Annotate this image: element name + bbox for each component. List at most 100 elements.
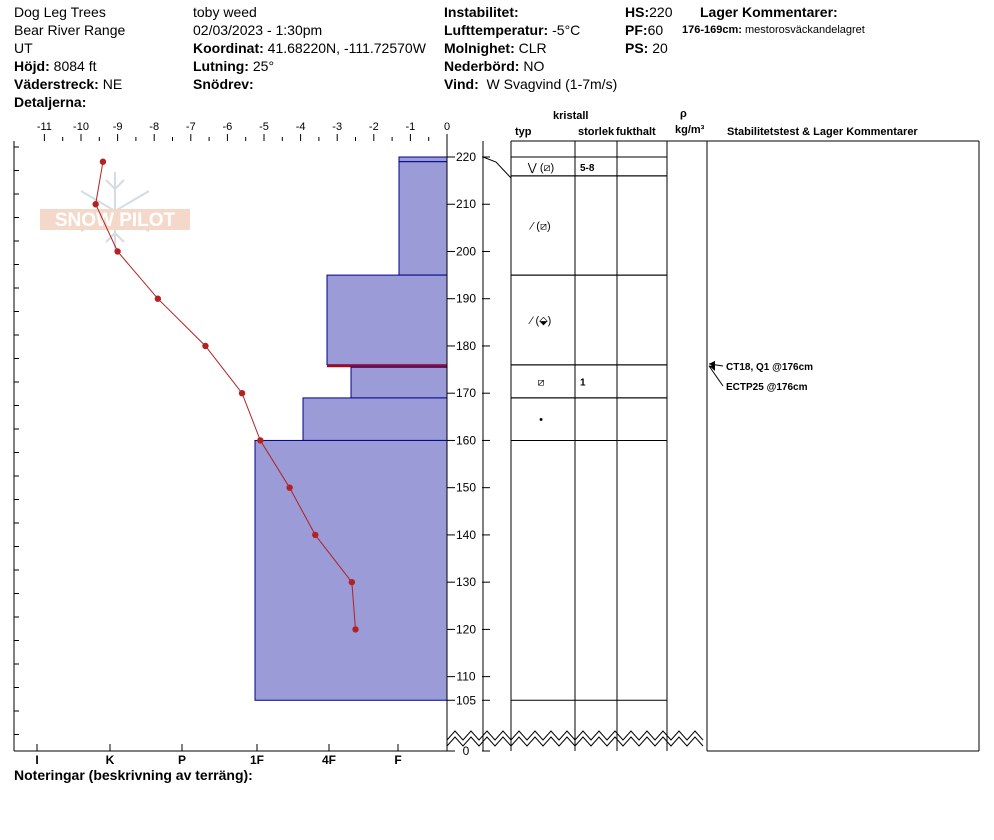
wind: Vind: W Svagvind (1-7m/s) bbox=[444, 76, 617, 92]
col-crystal: kristall bbox=[553, 110, 589, 122]
logo-text: SNOW PILOT bbox=[55, 210, 176, 231]
grain-size: 1 bbox=[580, 377, 586, 388]
col-type: typ bbox=[515, 126, 532, 138]
coordinate-label: Koordinat: bbox=[193, 40, 264, 56]
depth-label: 130 bbox=[456, 575, 476, 589]
temperature-point bbox=[238, 390, 246, 397]
depth-label: 150 bbox=[456, 481, 476, 495]
depth-label: 0 bbox=[463, 744, 470, 758]
temperature-point bbox=[348, 578, 356, 586]
depth-label: 160 bbox=[456, 433, 476, 447]
temperature-point bbox=[99, 158, 107, 165]
top-tick-label: -7 bbox=[186, 121, 196, 133]
grain-size: 5-8 bbox=[580, 163, 595, 174]
air-temperature: Lufttemperatur: -5°C bbox=[444, 22, 580, 38]
hs-value: 220 bbox=[649, 4, 673, 20]
ps: PS: 20 bbox=[625, 40, 668, 56]
surface-connector bbox=[482, 156, 512, 179]
instability: Instabilitet: bbox=[444, 4, 519, 20]
stability-tests: CT18, Q1 @176cm ECTP25 @176cm bbox=[708, 360, 813, 393]
slope: Lutning: 25° bbox=[193, 58, 274, 74]
aspect: Väderstreck: NE bbox=[14, 76, 122, 92]
hardness-bar bbox=[398, 161, 448, 276]
hs-label: HS: bbox=[625, 4, 650, 20]
layer-comment-text: mestorosväckandelagret bbox=[745, 24, 865, 36]
state: UT bbox=[14, 40, 33, 56]
sky-label: Molnighet: bbox=[444, 40, 515, 56]
sky-value: CLR bbox=[518, 40, 547, 56]
coordinate: Koordinat: 41.68220N, -111.72570W bbox=[193, 40, 426, 56]
snowflake-icon bbox=[80, 172, 150, 250]
logo-band bbox=[40, 209, 190, 230]
col-stability: Stabilitetstest & Lager Kommentarer bbox=[727, 126, 918, 138]
bottom-tick-label: K bbox=[106, 753, 115, 767]
hardness-layers bbox=[254, 156, 448, 701]
col-moisture: fukthalt bbox=[616, 126, 656, 138]
critical-layer-bar bbox=[327, 364, 447, 368]
col-size: storlek bbox=[578, 126, 615, 138]
top-tick-label: -5 bbox=[259, 121, 269, 133]
top-tick-label: -9 bbox=[113, 121, 123, 133]
axes: -11 -10 -9 -8 -7 -6 -5 -4 -3 -2 -1 0I K P 1F 4F F2202102… bbox=[13, 121, 704, 767]
drift-label: Snödrev: bbox=[193, 76, 254, 92]
depth-label: 170 bbox=[456, 386, 476, 400]
grain-type: ⁄ (⧄) bbox=[528, 220, 550, 232]
hardness-bar bbox=[350, 366, 448, 399]
test-arrow-head bbox=[709, 364, 715, 371]
pf-value: 60 bbox=[647, 22, 664, 38]
bottom-tick-label: 4F bbox=[322, 753, 336, 767]
hardness-bar bbox=[254, 439, 448, 701]
col-density-unit: kg/m³ bbox=[675, 124, 705, 136]
top-tick-label: -3 bbox=[332, 121, 342, 133]
temperature-point bbox=[114, 248, 121, 255]
depth-label: 140 bbox=[456, 528, 476, 542]
slope-label: Lutning: bbox=[193, 58, 249, 74]
wind-label: Vind: bbox=[444, 76, 479, 92]
temperature-point bbox=[202, 342, 209, 350]
airtemp-value: -5°C bbox=[552, 22, 581, 38]
airtemp-label: Lufttemperatur: bbox=[444, 22, 549, 38]
stability-test-label: ECTP25 @176cm bbox=[726, 382, 808, 393]
hs: HS:220 bbox=[625, 4, 672, 20]
bottom-tick-label: P bbox=[178, 753, 186, 767]
top-tick-label: -8 bbox=[149, 121, 159, 133]
grain-type: ⋁ (⧄) bbox=[527, 162, 554, 174]
temperature-point bbox=[286, 484, 293, 491]
precip-value: NO bbox=[523, 58, 545, 74]
datetime: 02/03/2023 - 1:30pm bbox=[193, 22, 323, 38]
bottom-tick-label: 1F bbox=[250, 753, 264, 767]
notes-label: Noteringar (beskrivning av terräng): bbox=[14, 767, 253, 783]
elevation: Höjd: 8084 ft bbox=[14, 58, 96, 74]
pf-label: PF: bbox=[625, 22, 648, 38]
temperature-point bbox=[352, 626, 359, 633]
precip-label: Nederbörd: bbox=[444, 58, 520, 74]
aspect-label: Väderstreck: bbox=[14, 76, 99, 92]
layer-table: ⋁ (⧄) 5-8 ⁄ (⧄) ⁄ (⬙) ⧄ 1 • bbox=[482, 140, 980, 752]
grain-type: • bbox=[539, 414, 543, 426]
col-rho: ρ bbox=[680, 108, 687, 120]
elevation-value: 8084 ft bbox=[53, 58, 97, 74]
hardness-bar bbox=[326, 274, 448, 366]
instability-label: Instabilitet: bbox=[444, 4, 519, 20]
depth-label: 105 bbox=[456, 693, 476, 707]
stability-test-label: CT18, Q1 @176cm bbox=[726, 362, 813, 373]
layer-comment-range: 176-169cm: bbox=[682, 24, 742, 36]
bottom-tick-label: I bbox=[35, 753, 38, 767]
bottom-tick-label: F bbox=[394, 753, 401, 767]
precipitation: Nederbörd: NO bbox=[444, 58, 544, 74]
depth-label: 120 bbox=[456, 622, 476, 636]
top-tick-label: -6 bbox=[223, 121, 233, 133]
temperature-point bbox=[312, 531, 319, 539]
hardness-bar bbox=[302, 397, 448, 441]
depth-label: 210 bbox=[456, 197, 476, 211]
snowpilot-logo: SNOW PILOT bbox=[40, 172, 190, 250]
details-label: Detaljerna: bbox=[14, 94, 87, 110]
grain-type: ⧄ bbox=[538, 376, 545, 388]
layer-comments-title: Lager Kommentarer: bbox=[700, 4, 838, 20]
depth-label: 180 bbox=[456, 339, 476, 353]
temperature-point bbox=[257, 437, 264, 444]
observer: toby weed bbox=[193, 4, 257, 20]
top-tick-label: -10 bbox=[73, 121, 89, 133]
top-tick-label: -11 bbox=[37, 121, 52, 133]
layer-comment: 176-169cm: mestorosväckandelagret bbox=[682, 24, 865, 37]
